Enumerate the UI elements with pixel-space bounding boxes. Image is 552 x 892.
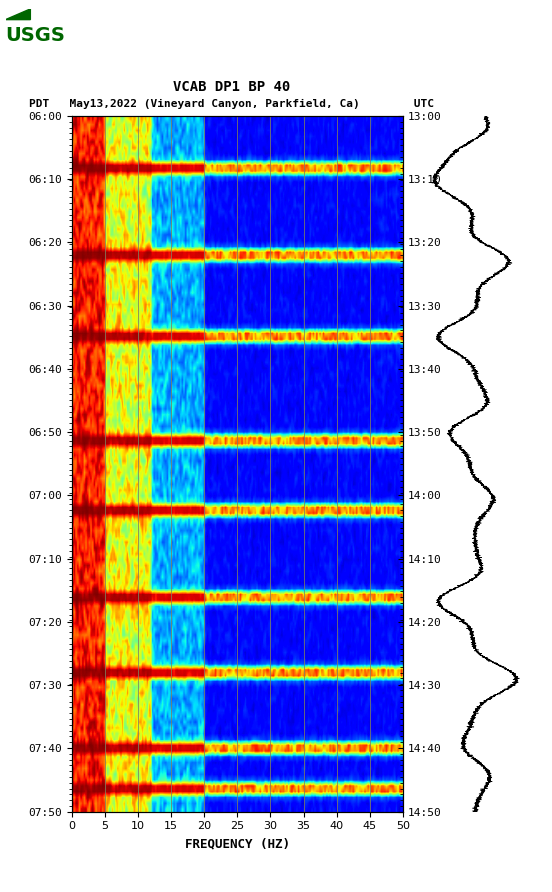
Text: USGS: USGS	[6, 26, 65, 45]
Polygon shape	[6, 9, 30, 20]
Text: PDT   May13,2022 (Vineyard Canyon, Parkfield, Ca)        UTC: PDT May13,2022 (Vineyard Canyon, Parkfie…	[29, 99, 434, 109]
Text: VCAB DP1 BP 40: VCAB DP1 BP 40	[173, 79, 290, 94]
X-axis label: FREQUENCY (HZ): FREQUENCY (HZ)	[185, 837, 290, 850]
